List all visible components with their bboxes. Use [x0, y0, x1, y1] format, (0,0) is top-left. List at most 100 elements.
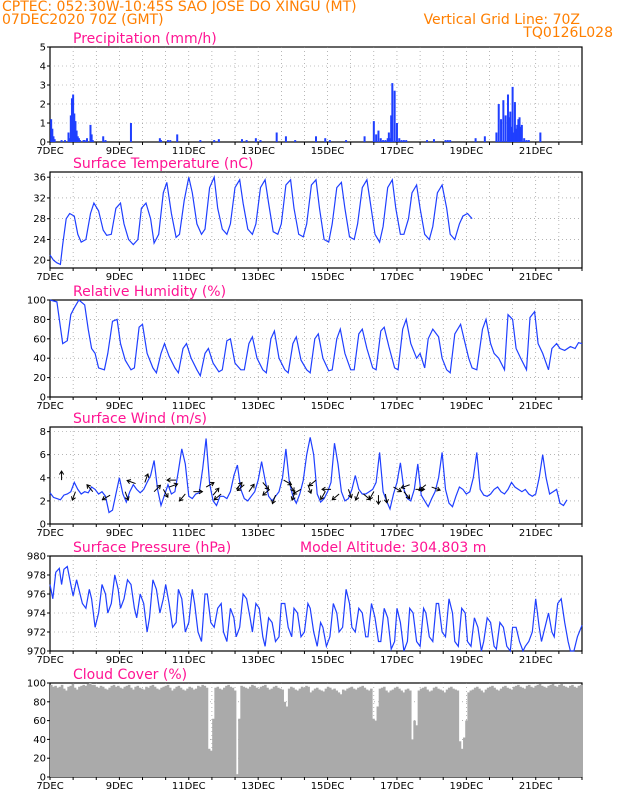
- cloud-bar: [145, 686, 148, 777]
- cloud-bar: [138, 687, 142, 777]
- cloud-bar: [119, 687, 122, 777]
- wind-arrow-head: [321, 486, 326, 492]
- y-tick-label: 978: [27, 571, 46, 582]
- cloud-bar: [396, 686, 399, 777]
- precip-bar: [50, 119, 53, 142]
- vertical-grid-note: Vertical Grid Line: 70Z: [423, 12, 580, 28]
- y-tick-label: 36: [33, 173, 46, 184]
- cloud-bar: [465, 720, 468, 777]
- wind-arrow: [292, 488, 302, 495]
- cloud-bar: [264, 684, 267, 777]
- cloud-bar: [274, 685, 278, 777]
- x-tick-label: 15DEC: [311, 528, 345, 539]
- wind-arrow: [354, 491, 360, 502]
- x-tick-label: 13DEC: [241, 528, 275, 539]
- cloud-bar: [296, 690, 300, 777]
- wind-arrow-head: [250, 483, 255, 489]
- x-tick-label: 9DEC: [106, 146, 133, 157]
- cloud-bar: [177, 685, 181, 777]
- wind-arrow-shaft: [212, 487, 220, 496]
- cloud-bar: [88, 683, 92, 777]
- wind-arrow-head: [144, 473, 150, 478]
- wind-arrow-shaft: [292, 488, 302, 495]
- cloud-bar: [545, 687, 548, 777]
- wind-arrow: [262, 488, 271, 496]
- precip-bar: [402, 140, 405, 142]
- cloud-bar: [298, 688, 302, 777]
- cloud-bar: [527, 684, 531, 777]
- precip-bar: [328, 140, 331, 142]
- wind-arrow: [393, 486, 403, 493]
- wind-arrow-head: [368, 495, 374, 501]
- cloud-bar: [285, 706, 289, 777]
- wind-arrow-head: [400, 484, 406, 490]
- panel-title: Surface Temperature (nC): [73, 156, 254, 172]
- x-tick-label: 19DEC: [449, 781, 483, 792]
- cloud-bar: [127, 684, 131, 777]
- x-tick-label: 9DEC: [106, 272, 133, 283]
- panel-title: Precipitation (mm/h): [73, 31, 217, 47]
- y-tick-label: 2: [40, 496, 46, 507]
- precip-bar: [158, 138, 161, 142]
- cloud-bar: [223, 687, 226, 777]
- panel-title: Cloud Cover (%): [73, 667, 187, 683]
- cloud-bar: [136, 685, 140, 777]
- cloud-bar: [238, 718, 241, 777]
- x-tick-label: 17DEC: [380, 401, 414, 412]
- y-tick-label: 80: [33, 315, 46, 326]
- cloud-bar: [80, 685, 83, 777]
- wind-arrow-head: [347, 493, 353, 499]
- precip-bar: [513, 102, 516, 142]
- cloud-bar: [514, 685, 518, 777]
- cloud-bar: [376, 706, 380, 777]
- wind-arrow-head: [271, 499, 276, 505]
- wind-arrow-shaft: [307, 484, 312, 494]
- cloud-bar: [300, 686, 304, 777]
- wind-arrow-head: [71, 496, 76, 502]
- cloud-bar: [277, 687, 280, 777]
- cloud-bar: [374, 720, 377, 777]
- cloud-bar: [97, 687, 101, 777]
- cloud-bar: [95, 686, 98, 777]
- wind-arrow: [236, 484, 245, 492]
- wind-arrow-head: [405, 494, 411, 500]
- cloud-bar: [328, 687, 332, 777]
- cloud-bar: [458, 741, 462, 777]
- wind-arrow-head: [101, 495, 107, 501]
- cloud-bar: [324, 688, 328, 777]
- wind-arrow-shaft: [384, 493, 388, 503]
- cloud-bar: [357, 687, 360, 777]
- wind-arrow-head: [331, 495, 337, 501]
- cloud-bar: [322, 691, 326, 777]
- cloud-bar: [510, 689, 514, 777]
- precip-bar: [389, 138, 392, 142]
- cloud-bar: [188, 686, 191, 777]
- precip-bar: [504, 115, 507, 142]
- cloud-bar: [106, 689, 109, 777]
- cloud-bar: [577, 685, 581, 777]
- wind-arrow: [308, 479, 317, 487]
- wind-arrow-head: [383, 498, 389, 504]
- y-tick-label: 20: [33, 373, 46, 384]
- wind-arrow-head: [354, 496, 360, 502]
- precip-bar: [176, 134, 179, 142]
- panel-precipitation: 0 1 2 3 4 5 7DEC 9DEC 11DEC 13DEC 15DEC 17DEC 19DEC 2…: [36, 31, 583, 157]
- cloud-bar: [54, 685, 57, 777]
- cloud-bar: [408, 690, 412, 777]
- cloud-bar: [233, 690, 237, 777]
- wind-arrow-head: [213, 495, 219, 501]
- wind-arrow: [162, 489, 169, 498]
- cloud-bar: [197, 685, 200, 777]
- cloud-bar: [246, 688, 250, 777]
- precip-bar: [169, 140, 172, 142]
- cloud-bar: [244, 687, 248, 777]
- cloud-bar: [130, 687, 133, 777]
- cloud-bar: [184, 690, 187, 777]
- cloud-bar: [339, 694, 343, 777]
- y-tick-label: 100: [27, 679, 46, 690]
- cloud-bar: [393, 687, 397, 777]
- cloud-bar: [162, 686, 166, 777]
- cloud-bar: [530, 686, 533, 777]
- plot-frame: [49, 299, 583, 398]
- precip-bar: [51, 128, 54, 142]
